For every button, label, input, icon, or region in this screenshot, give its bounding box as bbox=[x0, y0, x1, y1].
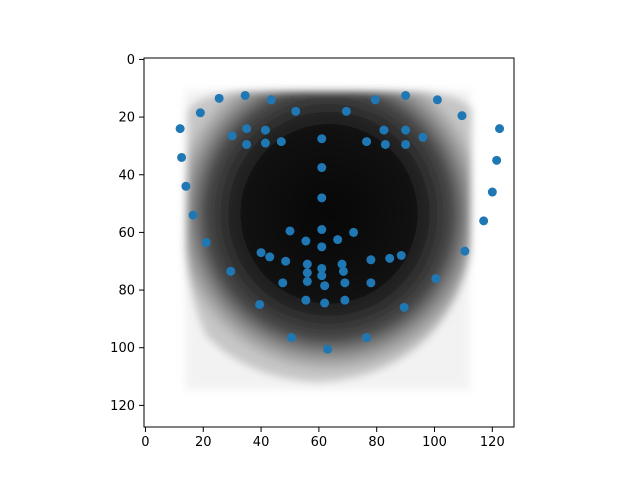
landmark-point-21 bbox=[266, 95, 276, 105]
landmark-point-28 bbox=[317, 134, 327, 144]
landmark-point-18 bbox=[195, 108, 205, 118]
landmark-point-59 bbox=[340, 295, 350, 305]
landmark-point-24 bbox=[370, 95, 380, 105]
landmark-point-39 bbox=[260, 125, 270, 135]
landmark-point-68 bbox=[340, 278, 350, 288]
landmark-point-30 bbox=[317, 193, 327, 203]
y-tick-label: 40 bbox=[118, 168, 135, 183]
landmark-point-42 bbox=[242, 139, 252, 149]
x-tick-label: 40 bbox=[253, 435, 270, 450]
x-axis: 0 20 40 60 80 100 120 bbox=[141, 427, 505, 450]
y-tick-label: 20 bbox=[118, 111, 135, 126]
landmark-point-50 bbox=[265, 252, 275, 262]
landmark-point-19 bbox=[214, 93, 224, 103]
landmark-point-12 bbox=[431, 274, 441, 284]
landmark-point-54 bbox=[337, 259, 347, 269]
landmark-point-17 bbox=[495, 124, 505, 134]
y-tick-label: 60 bbox=[118, 226, 135, 241]
landmark-point-46 bbox=[418, 132, 428, 142]
landmark-point-56 bbox=[385, 253, 395, 263]
landmark-point-13 bbox=[460, 246, 470, 256]
landmark-point-58 bbox=[366, 278, 376, 288]
x-tick-label: 100 bbox=[422, 435, 447, 450]
landmark-point-64 bbox=[317, 271, 327, 281]
landmark-point-38 bbox=[242, 124, 252, 134]
y-tick-label: 120 bbox=[110, 399, 135, 414]
landmark-point-16 bbox=[492, 155, 502, 165]
plot-area: 0 20 40 60 80 100 120 0 20 40 60 80 100 120 bbox=[110, 53, 515, 450]
landmark-point-49 bbox=[256, 248, 266, 258]
landmark-point-66 bbox=[302, 276, 312, 286]
landmark-point-10 bbox=[362, 333, 372, 343]
landmark-point-63 bbox=[302, 268, 312, 278]
landmark-point-26 bbox=[432, 95, 442, 105]
x-tick-label: 80 bbox=[368, 435, 385, 450]
landmark-point-40 bbox=[276, 137, 286, 147]
landmark-point-2 bbox=[177, 152, 187, 162]
landmark-point-31 bbox=[317, 225, 327, 235]
x-tick-label: 20 bbox=[195, 435, 212, 450]
landmark-point-65 bbox=[338, 266, 348, 276]
landmark-point-9 bbox=[323, 344, 333, 354]
data-points bbox=[175, 90, 505, 354]
x-tick-label: 60 bbox=[311, 435, 328, 450]
landmark-point-57 bbox=[396, 250, 406, 260]
landmark-point-51 bbox=[281, 256, 291, 266]
landmark-point-23 bbox=[341, 106, 351, 116]
landmark-point-33 bbox=[301, 236, 311, 246]
landmark-point-55 bbox=[366, 255, 376, 265]
landmark-point-35 bbox=[333, 235, 343, 245]
landmark-point-45 bbox=[401, 125, 411, 135]
x-tick-label: 0 bbox=[141, 435, 149, 450]
landmark-point-52 bbox=[302, 259, 312, 269]
landmark-point-15 bbox=[487, 187, 497, 197]
landmark-point-1 bbox=[175, 124, 185, 134]
landmark-point-43 bbox=[362, 137, 372, 147]
landmark-point-36 bbox=[349, 227, 359, 237]
plot-frame bbox=[143, 57, 515, 428]
landmark-point-7 bbox=[255, 299, 265, 309]
landmark-point-53 bbox=[317, 263, 327, 273]
landmark-point-25 bbox=[401, 90, 411, 100]
landmark-point-62 bbox=[278, 278, 288, 288]
landmark-point-32 bbox=[285, 226, 295, 236]
landmark-point-11 bbox=[399, 302, 409, 312]
landmark-point-14 bbox=[479, 216, 489, 226]
landmark-point-20 bbox=[240, 90, 250, 100]
landmark-point-29 bbox=[317, 163, 327, 173]
landmark-point-41 bbox=[260, 138, 270, 148]
y-tick-label: 100 bbox=[110, 341, 135, 356]
landmark-point-48 bbox=[380, 139, 390, 149]
landmark-point-67 bbox=[320, 281, 330, 291]
landmark-point-34 bbox=[317, 242, 327, 252]
landmark-point-37 bbox=[227, 131, 237, 141]
x-tick-label: 120 bbox=[480, 435, 505, 450]
landmark-point-5 bbox=[201, 238, 211, 247]
y-axis: 0 20 40 60 80 100 120 bbox=[110, 53, 144, 414]
landmark-point-27 bbox=[457, 111, 467, 121]
y-tick-label: 80 bbox=[118, 284, 135, 299]
landmark-point-60 bbox=[320, 298, 330, 308]
y-tick-label: 0 bbox=[127, 53, 135, 68]
landmark-point-8 bbox=[286, 333, 296, 343]
landmark-point-4 bbox=[188, 210, 198, 220]
landmark-point-44 bbox=[379, 125, 389, 135]
landmark-point-61 bbox=[301, 295, 311, 305]
landmark-point-3 bbox=[181, 181, 191, 191]
landmark-point-22 bbox=[291, 106, 301, 116]
landmark-point-47 bbox=[401, 139, 411, 149]
landmark-point-6 bbox=[226, 266, 236, 276]
